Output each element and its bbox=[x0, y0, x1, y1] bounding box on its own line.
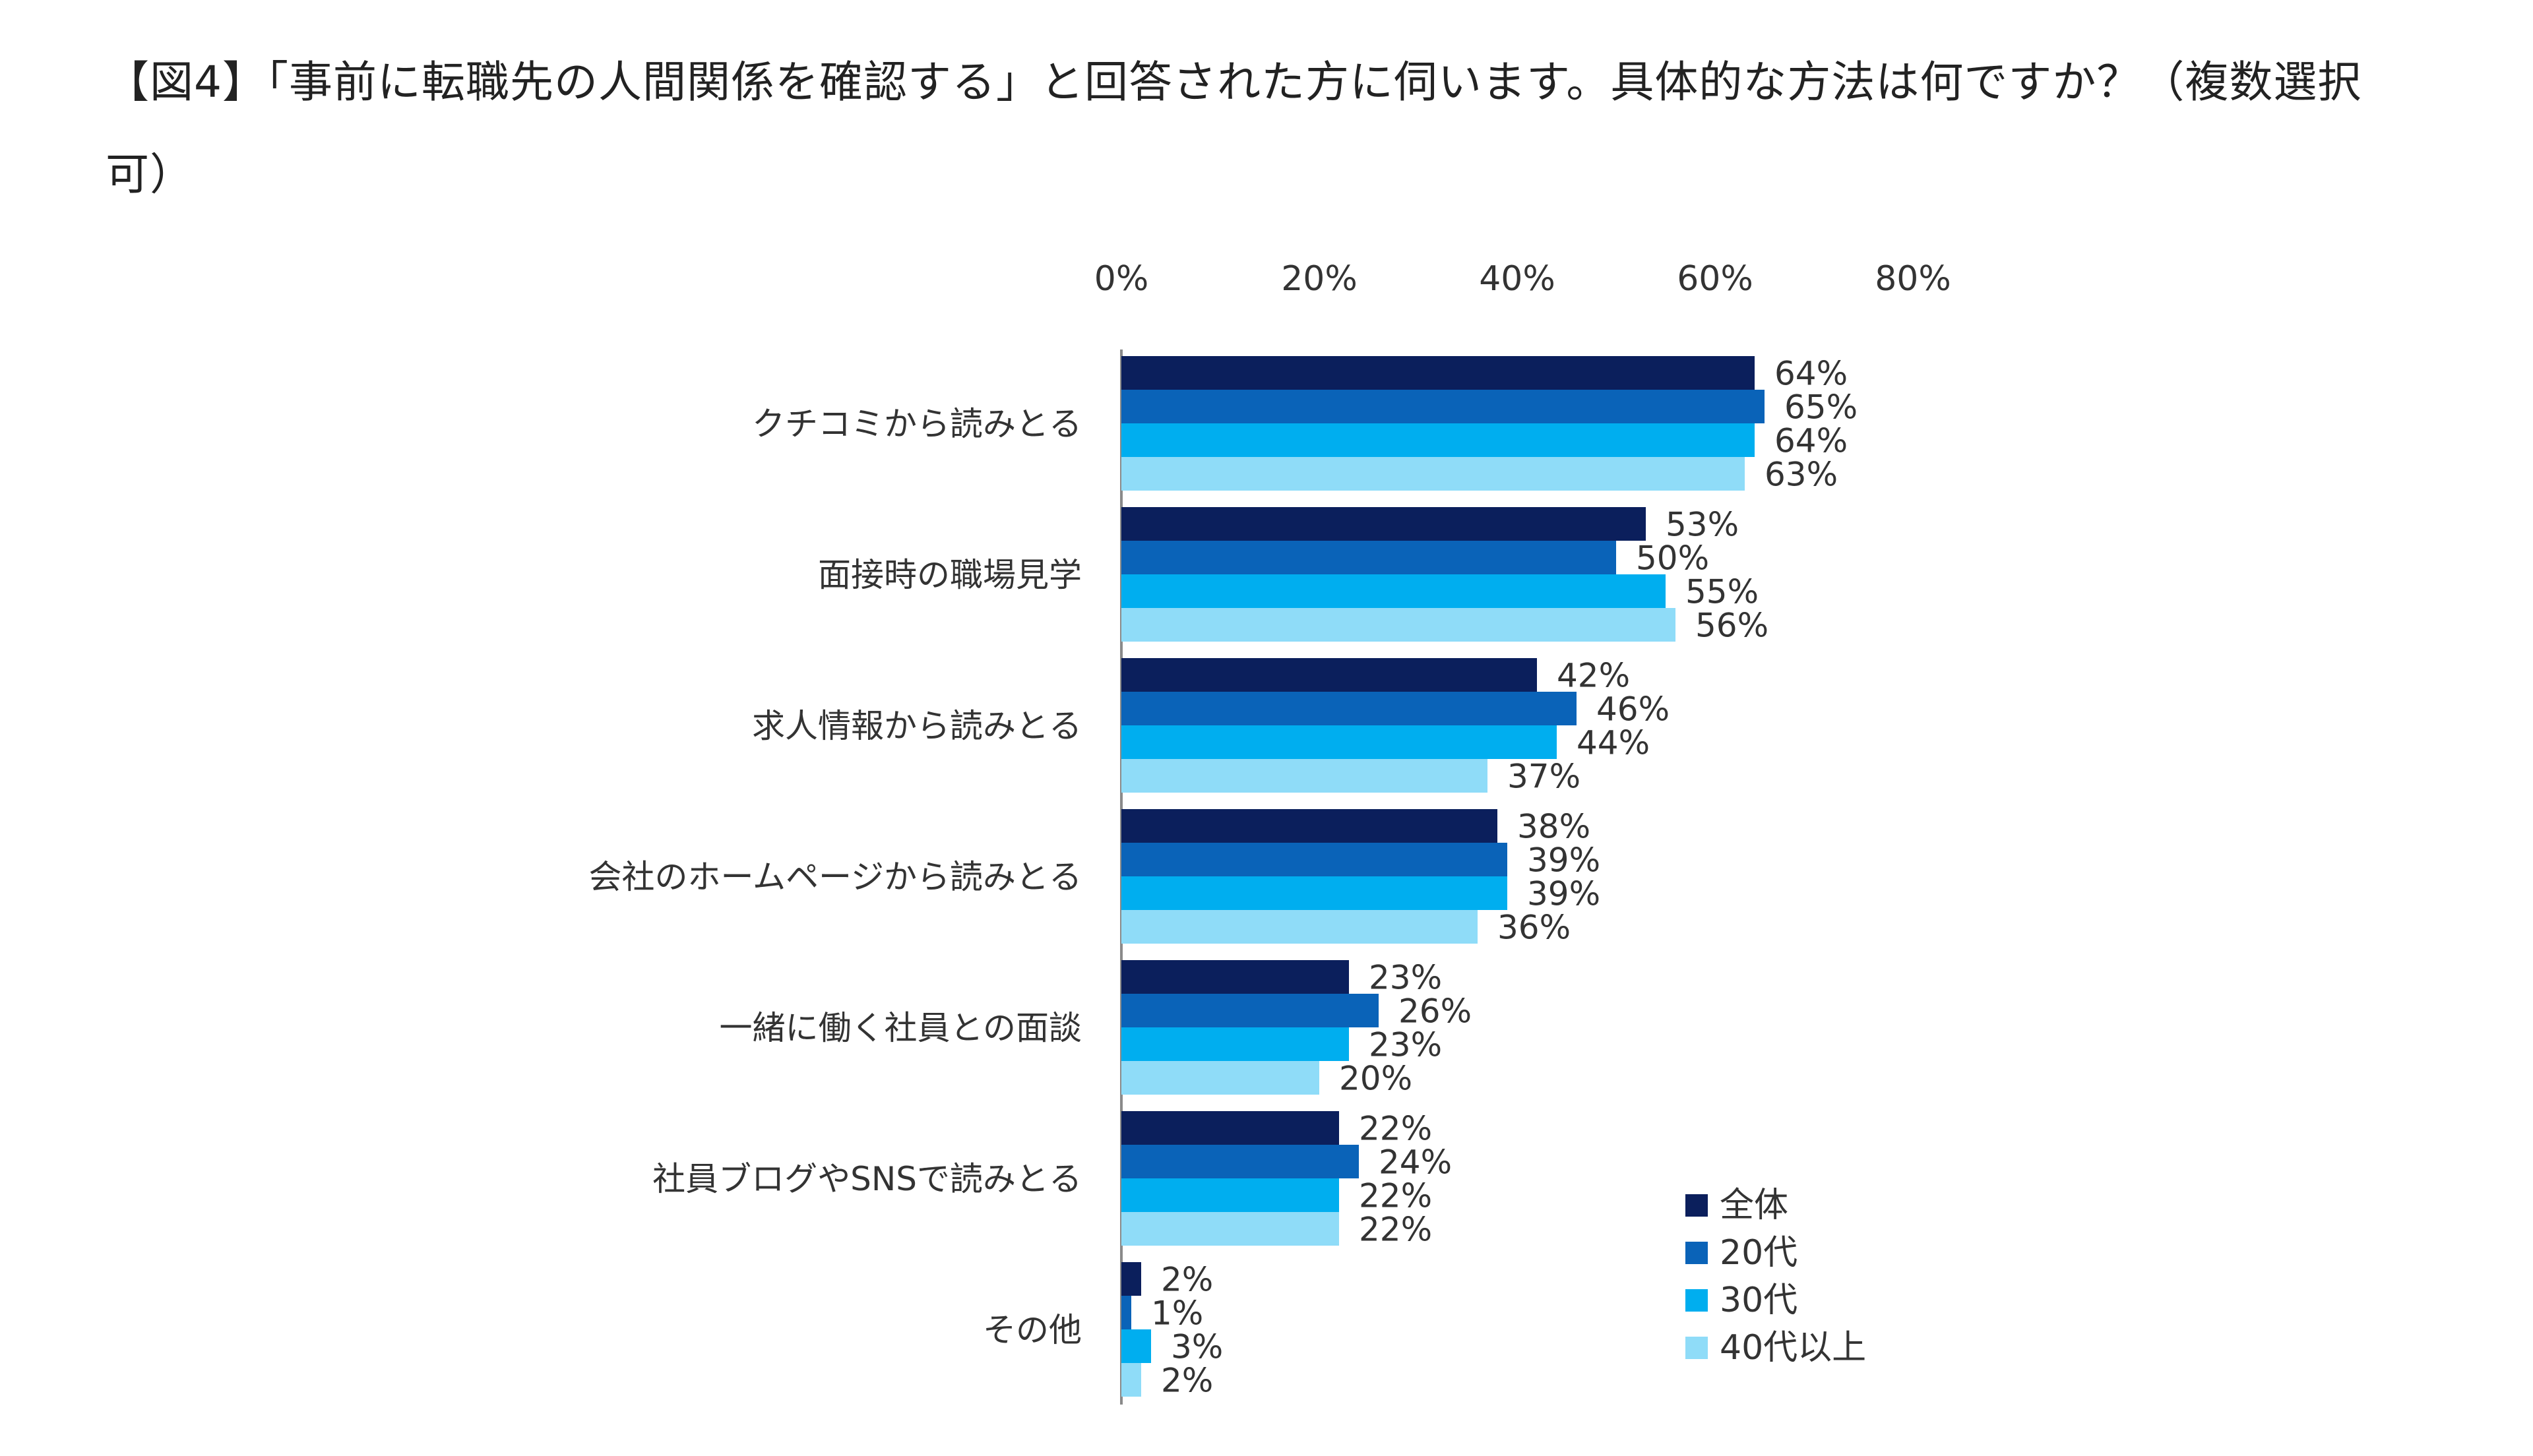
data-label: 22% bbox=[1359, 1110, 1432, 1148]
x-tick-label: 80% bbox=[1875, 259, 1951, 299]
legend-label: 40代以上 bbox=[1720, 1328, 1866, 1368]
data-label: 1% bbox=[1151, 1294, 1203, 1333]
bar bbox=[1121, 759, 1487, 793]
data-label: 44% bbox=[1577, 724, 1650, 762]
data-label: 53% bbox=[1666, 506, 1739, 544]
category-label: その他 bbox=[983, 1311, 1082, 1349]
bar bbox=[1121, 1145, 1359, 1178]
bar bbox=[1121, 1027, 1349, 1061]
bar bbox=[1121, 356, 1755, 390]
data-label: 42% bbox=[1557, 657, 1630, 695]
bar bbox=[1121, 1111, 1339, 1145]
data-label: 38% bbox=[1517, 808, 1590, 846]
data-label: 50% bbox=[1636, 539, 1709, 578]
bar bbox=[1121, 910, 1478, 944]
data-label: 20% bbox=[1339, 1060, 1412, 1098]
data-label: 37% bbox=[1507, 758, 1580, 796]
data-label: 64% bbox=[1774, 422, 1848, 460]
data-label: 2% bbox=[1161, 1261, 1213, 1299]
bars-layer bbox=[1121, 356, 1765, 1397]
legend-label: 全体 bbox=[1720, 1186, 1788, 1225]
bar bbox=[1121, 692, 1577, 725]
data-label: 23% bbox=[1369, 1026, 1442, 1064]
category-label: 求人情報から読みとる bbox=[752, 707, 1082, 745]
bar bbox=[1121, 1178, 1339, 1212]
data-label: 26% bbox=[1398, 992, 1472, 1031]
legend: 全体 20代 30代 40代以上 bbox=[1685, 1186, 1866, 1368]
bar bbox=[1121, 608, 1675, 642]
x-tick-label: 0% bbox=[1094, 259, 1149, 299]
data-label: 24% bbox=[1379, 1143, 1452, 1182]
bar bbox=[1121, 541, 1616, 574]
bar bbox=[1121, 876, 1507, 910]
legend-swatch bbox=[1685, 1242, 1708, 1264]
data-label: 65% bbox=[1784, 388, 1858, 427]
bar bbox=[1121, 1212, 1339, 1246]
category-label: 会社のホームページから読みとる bbox=[589, 858, 1082, 896]
bar bbox=[1121, 507, 1646, 541]
labels-layer: クチコミから読みとる64%65%64%63%面接時の職場見学53%50%55%5… bbox=[589, 355, 1858, 1400]
bar bbox=[1121, 1061, 1319, 1095]
x-tick-label: 40% bbox=[1479, 259, 1555, 299]
bar bbox=[1121, 1262, 1141, 1296]
data-label: 22% bbox=[1359, 1177, 1432, 1215]
data-label: 39% bbox=[1527, 841, 1600, 880]
x-tick-label: 20% bbox=[1281, 259, 1358, 299]
bar bbox=[1121, 1329, 1151, 1363]
data-label: 22% bbox=[1359, 1211, 1432, 1249]
bar bbox=[1121, 574, 1666, 608]
category-label: 面接時の職場見学 bbox=[818, 556, 1082, 594]
bar bbox=[1121, 423, 1755, 457]
bar bbox=[1121, 1363, 1141, 1397]
bar bbox=[1121, 994, 1379, 1027]
bar bbox=[1121, 658, 1537, 692]
bar bbox=[1121, 725, 1557, 759]
data-label: 55% bbox=[1685, 573, 1759, 611]
data-label: 2% bbox=[1161, 1362, 1213, 1400]
bar bbox=[1121, 1296, 1131, 1329]
bar bbox=[1121, 457, 1745, 491]
bar bbox=[1121, 809, 1497, 843]
legend-swatch bbox=[1685, 1194, 1708, 1217]
data-label: 3% bbox=[1171, 1328, 1223, 1366]
data-label: 56% bbox=[1695, 607, 1768, 645]
chart-title: 【図4】「事前に転職先の人間関係を確認する」と回答された方に伺います。具体的な方… bbox=[106, 57, 2362, 200]
legend-label: 30代 bbox=[1720, 1281, 1798, 1320]
data-label: 64% bbox=[1774, 355, 1848, 393]
legend-swatch bbox=[1685, 1289, 1708, 1312]
data-label: 46% bbox=[1596, 690, 1670, 729]
data-label: 63% bbox=[1765, 456, 1838, 494]
legend-swatch bbox=[1685, 1337, 1708, 1359]
data-label: 39% bbox=[1527, 875, 1600, 913]
legend-label: 20代 bbox=[1720, 1233, 1798, 1273]
category-label: 一緒に働く社員との面談 bbox=[720, 1009, 1082, 1047]
bar bbox=[1121, 843, 1507, 876]
category-label: 社員ブログやSNSで読みとる bbox=[652, 1160, 1082, 1198]
data-label: 23% bbox=[1369, 959, 1442, 997]
bar bbox=[1121, 960, 1349, 994]
x-tick-label: 60% bbox=[1677, 259, 1753, 299]
bar bbox=[1121, 390, 1765, 423]
data-label: 36% bbox=[1497, 909, 1571, 947]
category-label: クチコミから読みとる bbox=[752, 405, 1082, 443]
